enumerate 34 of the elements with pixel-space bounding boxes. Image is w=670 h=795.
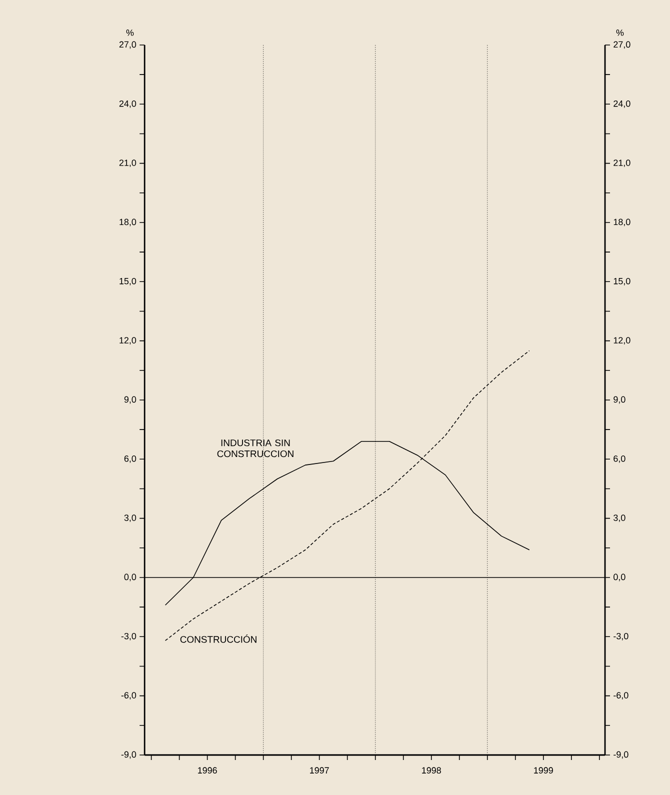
y2-tick-label: 24,0 bbox=[119, 100, 136, 108]
y-tick-label: 9,0 bbox=[614, 396, 626, 404]
y2-tick-label: -9,0 bbox=[121, 751, 136, 759]
y2-tick-label: 21,0 bbox=[119, 160, 136, 168]
y2-tick-label: 6,0 bbox=[124, 455, 136, 463]
y-tick-label: 27,0 bbox=[614, 41, 630, 49]
y-tick-label: 18,0 bbox=[614, 218, 630, 226]
y2-tick-label: 12,0 bbox=[120, 337, 136, 345]
y2-tick-label: 18,0 bbox=[120, 218, 136, 226]
y-tick-label: -6,0 bbox=[614, 692, 628, 700]
text: % bbox=[616, 30, 624, 36]
x-tick-label: 1996 bbox=[198, 767, 217, 774]
y2-tick-label: -6,0 bbox=[121, 692, 136, 700]
y-tick-label: 12,0 bbox=[614, 337, 630, 345]
y-tick-label: 24,0 bbox=[614, 100, 630, 108]
y2-tick-label: -3,0 bbox=[121, 632, 136, 640]
y-tick-label: 0,0 bbox=[614, 574, 626, 582]
y-tick-label: 15,0 bbox=[614, 278, 630, 286]
y-tick-label: -3,0 bbox=[614, 632, 628, 640]
x-tick-label: 1998 bbox=[422, 767, 441, 774]
y2-tick-label: 15,0 bbox=[120, 278, 136, 286]
y2-tick-label: 27,0 bbox=[119, 41, 136, 49]
y-tick-label: 3,0 bbox=[614, 514, 626, 522]
series-label: INDUSTRIA SIN CONSTRUCCION bbox=[217, 439, 294, 458]
y-tick-label: -9,0 bbox=[614, 751, 628, 759]
x-tick-label: 1997 bbox=[310, 767, 329, 774]
y2-tick-label: 0,0 bbox=[124, 574, 136, 582]
y2-tick-label: 9,0 bbox=[124, 396, 136, 404]
series-label: CONSTRUCCIÓN bbox=[180, 634, 256, 643]
y-tick-label: 6,0 bbox=[614, 455, 626, 463]
y2-tick-label: 3,0 bbox=[124, 514, 136, 522]
y-tick-label: 21,0 bbox=[614, 160, 630, 168]
text: % bbox=[126, 30, 134, 36]
x-tick-label: 1999 bbox=[534, 767, 553, 774]
